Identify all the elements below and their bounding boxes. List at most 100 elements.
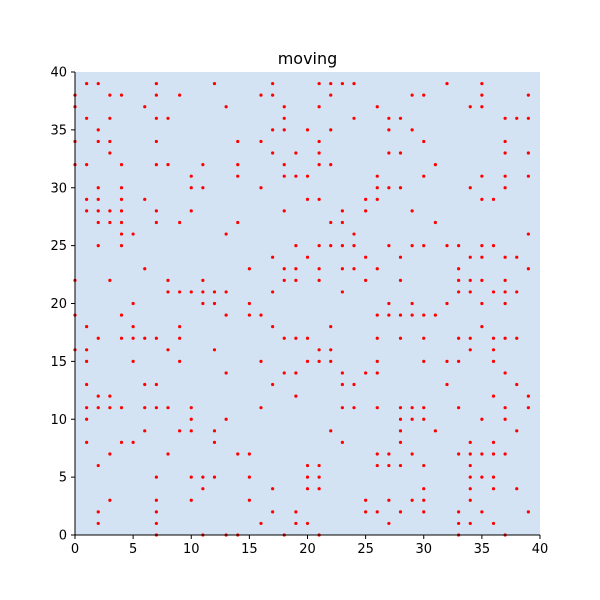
data-point [282,163,286,167]
data-point [364,197,368,201]
data-point [96,128,100,132]
data-point [422,487,426,491]
data-point [352,81,356,86]
data-point [178,93,182,97]
data-point [480,93,484,97]
data-point [212,475,217,479]
data-point [166,278,170,282]
data-point [305,521,310,526]
data-point [178,290,182,294]
data-point [503,186,507,190]
x-tick-label: 5 [129,542,137,557]
data-point [352,406,356,410]
data-point [491,521,496,526]
data-point [96,197,100,201]
data-point [480,174,484,178]
data-point [96,220,100,225]
data-point [503,417,507,421]
data-point [410,417,414,421]
data-point [457,278,461,282]
y-tick-label: 20 [50,297,67,312]
data-point [154,163,158,167]
data-point [247,313,251,317]
data-point [143,429,147,433]
data-point [491,394,496,398]
y-tick-label: 40 [50,66,67,81]
data-point [236,163,240,167]
data-point [317,348,321,352]
data-point [131,232,135,236]
data-point [398,429,403,433]
data-point [503,139,507,144]
data-point [271,510,275,514]
data-point [364,209,368,213]
x-tick-label: 40 [532,542,549,557]
data-point [457,510,461,514]
y-tick-label: 15 [50,355,67,370]
data-point [410,452,414,456]
data-point [340,382,344,387]
data-point [143,336,147,340]
data-point [271,325,275,329]
data-point [480,417,484,421]
data-point [457,244,461,248]
data-point [340,267,344,271]
data-point [526,232,530,236]
data-point [445,359,449,363]
data-point [433,163,437,167]
data-point [457,359,461,363]
data-point [329,244,333,248]
data-point [398,278,403,282]
data-point [491,452,496,456]
data-point [247,301,251,306]
data-point [398,336,403,340]
data-point [410,301,414,306]
data-point [503,278,507,282]
data-point [96,336,100,340]
data-point [387,244,391,248]
data-point [154,406,158,410]
data-point [247,267,251,271]
data-point [433,313,437,317]
data-point [526,510,530,514]
data-point [468,105,472,109]
data-point [271,128,275,132]
data-point [85,440,89,444]
data-point [329,359,333,363]
data-point [526,116,530,120]
data-point [96,463,100,468]
data-point [491,440,496,444]
data-point [398,255,403,259]
data-point [282,116,286,120]
data-point [317,463,321,468]
data-point [189,429,193,433]
data-point [189,290,193,294]
data-point [329,81,333,86]
data-point [503,336,507,340]
data-point [108,278,112,282]
data-point [119,244,124,248]
data-point [96,510,100,514]
data-point [212,290,217,294]
data-point [398,440,403,444]
data-point [340,81,344,86]
data-point [433,429,437,433]
data-point [491,244,496,248]
data-point [85,116,89,120]
data-point [422,417,426,421]
data-point [85,417,89,421]
data-point [108,220,112,225]
data-point [317,487,321,491]
data-point [282,128,286,132]
data-point [468,290,472,294]
data-point [143,267,147,271]
data-point [236,220,240,225]
data-point [364,255,368,259]
data-point [96,244,100,248]
data-point [503,371,507,375]
data-point [282,105,286,109]
data-point [201,186,205,190]
data-point [375,186,379,190]
data-point [515,290,519,294]
data-point [247,475,251,479]
